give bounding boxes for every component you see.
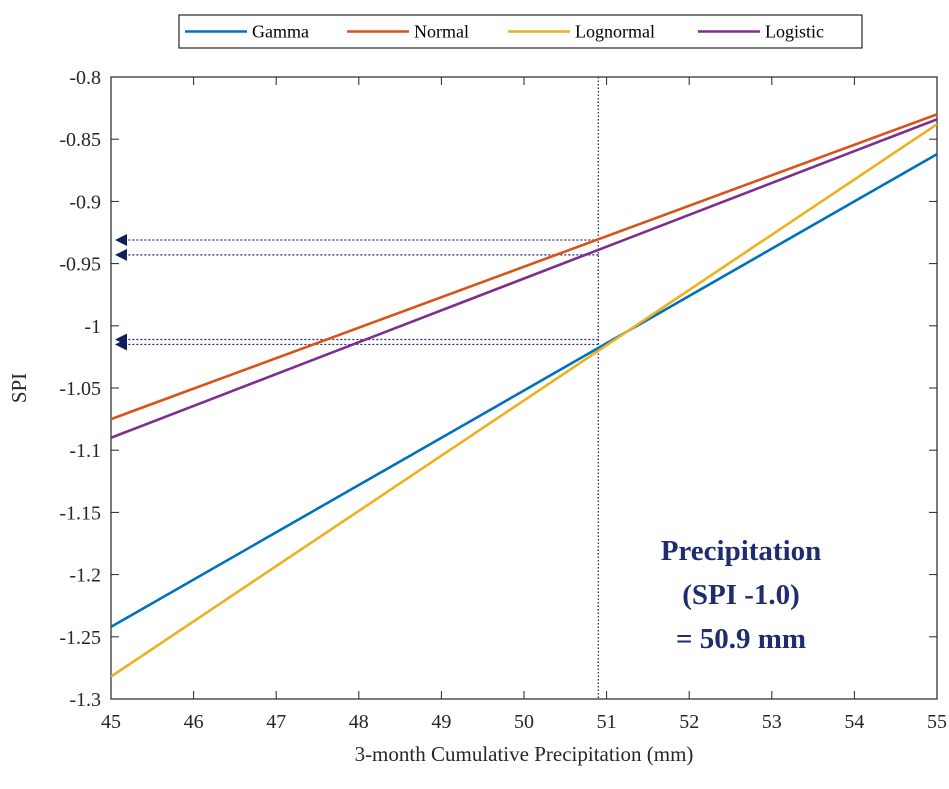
reference-arrows — [115, 77, 599, 699]
axis-ticks — [110, 76, 938, 700]
x-tick-label: 51 — [597, 711, 617, 733]
plot-area — [110, 76, 938, 700]
y-tick-label: -1.25 — [59, 627, 101, 649]
legend-label-logistic: Logistic — [765, 22, 824, 42]
x-axis-title: 3-month Cumulative Precipitation (mm) — [355, 742, 694, 766]
x-tick-label: 49 — [431, 711, 451, 733]
y-tick-labels: -0.8 -0.85 -0.9 -0.95 -1 -1.05 -1.1 -1.15 -1.2 -1… — [59, 67, 101, 711]
series-line-lognormal — [111, 123, 937, 678]
y-tick-label: -1.2 — [69, 565, 101, 587]
x-tick-label: 48 — [349, 711, 369, 733]
series-line-normal — [111, 113, 937, 421]
y-tick-label: -1.15 — [59, 502, 101, 524]
series-line-gamma — [111, 152, 937, 628]
annotation: Precipitation (SPI -1.0) = 50.9 mm — [661, 535, 822, 655]
x-tick-label: 52 — [679, 711, 699, 733]
x-tick-label: 55 — [927, 711, 947, 733]
series-line-logistic — [111, 118, 937, 439]
x-tick-label: 50 — [514, 711, 534, 733]
y-tick-label: -1.1 — [69, 440, 101, 462]
y-tick-label: -0.8 — [69, 67, 101, 89]
arrow-head — [115, 233, 127, 246]
legend-label-normal: Normal — [414, 22, 469, 42]
annotation-line: Precipitation — [661, 535, 822, 567]
arrow-head — [115, 338, 127, 351]
x-tick-label: 45 — [101, 711, 121, 733]
legend-label-gamma: Gamma — [252, 22, 309, 42]
annotation-line: = 50.9 mm — [676, 623, 806, 655]
y-tick-label: -0.85 — [59, 129, 101, 151]
x-tick-label: 47 — [266, 711, 286, 733]
y-tick-label: -0.95 — [59, 254, 101, 276]
x-tick-label: 53 — [762, 711, 782, 733]
y-tick-label: -1.3 — [69, 689, 101, 711]
x-tick-label: 46 — [184, 711, 204, 733]
y-axis-title: SPI — [7, 373, 31, 403]
y-tick-label: -1 — [84, 316, 101, 338]
arrow-head — [115, 248, 127, 261]
x-tick-labels: 45 46 47 48 49 50 51 52 53 54 55 — [101, 711, 947, 733]
x-tick-label: 54 — [844, 711, 864, 733]
y-tick-label: -0.9 — [69, 191, 101, 213]
annotation-line: (SPI -1.0) — [682, 579, 800, 611]
legend-label-lognormal: Lognormal — [575, 22, 655, 42]
series-lines — [111, 113, 937, 678]
legend: Gamma Normal Lognormal Logistic — [178, 14, 863, 49]
y-tick-label: -1.05 — [59, 378, 101, 400]
